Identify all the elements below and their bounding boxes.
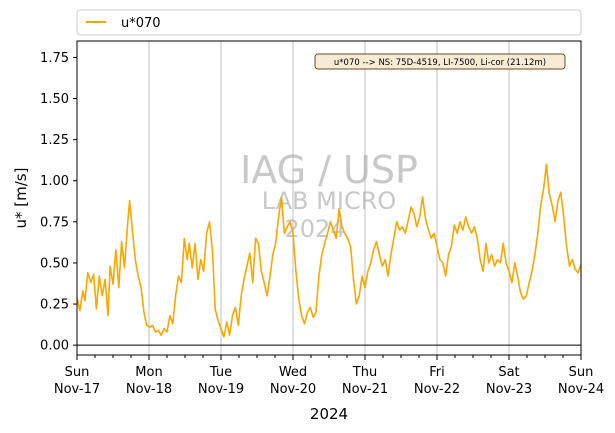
watermark-line-2: LAB MICRO — [262, 187, 397, 215]
legend-frame — [76, 9, 582, 36]
x-tick-label-day: Sun — [569, 365, 594, 380]
y-tick-label: 0.50 — [40, 256, 69, 271]
x-tick-label-date: Nov-24 — [558, 382, 604, 397]
y-axis: 0.00 0.25 0.50 0.75 1.00 1.25 1.50 1.75 — [40, 51, 77, 354]
legend: u*070 — [76, 9, 582, 36]
legend-label-u070: u*070 — [121, 16, 161, 31]
x-tick-label-day: Sat — [498, 365, 519, 380]
watermark-line-3: 2024 — [284, 215, 345, 243]
x-axis-title: 2024 — [310, 405, 348, 423]
y-tick-label: 1.25 — [40, 133, 69, 148]
y-tick-label: 1.75 — [40, 51, 69, 66]
info-box: u*070 --> NS: 75D-4519, LI-7500, Li-cor … — [314, 53, 566, 70]
series-line-u070 — [76, 163, 582, 338]
x-tick-label-date: Nov-22 — [414, 382, 460, 397]
x-tick-label-date: Nov-19 — [198, 382, 244, 397]
watermark-line-1: IAG / USP — [240, 148, 418, 192]
x-tick-label-day: Thu — [352, 365, 377, 380]
x-tick-label-date: Nov-20 — [270, 382, 316, 397]
info-box-text: u*070 --> NS: 75D-4519, LI-7500, Li-cor … — [334, 58, 546, 68]
x-tick-label-date: Nov-18 — [126, 382, 172, 397]
y-axis-title: u* [m/s] — [12, 168, 30, 229]
x-axis: Sun Nov-17 Mon Nov-18 Tue Nov-19 Wed Nov-20 Thu N… — [54, 355, 604, 397]
x-tick-label-date: Nov-17 — [54, 382, 100, 397]
info-box-frame — [314, 53, 566, 70]
x-tick-label-day: Mon — [135, 365, 162, 380]
x-tick-label-date: Nov-23 — [486, 382, 532, 397]
x-tick-label-day: Wed — [279, 365, 307, 380]
grid-lines — [148, 41, 510, 355]
x-tick-label-date: Nov-21 — [342, 382, 388, 397]
x-tick-label-day: Tue — [209, 365, 232, 380]
y-tick-label: 1.00 — [40, 174, 69, 189]
x-tick-label-day: Fri — [429, 365, 445, 380]
x-tick-label-day: Sun — [65, 365, 90, 380]
watermark: IAG / USP LAB MICRO 2024 — [240, 148, 418, 243]
y-tick-label: 1.50 — [40, 92, 69, 107]
y-tick-label: 0.75 — [40, 215, 69, 230]
y-tick-label: 0.00 — [40, 339, 69, 354]
y-tick-label: 0.25 — [40, 298, 69, 313]
